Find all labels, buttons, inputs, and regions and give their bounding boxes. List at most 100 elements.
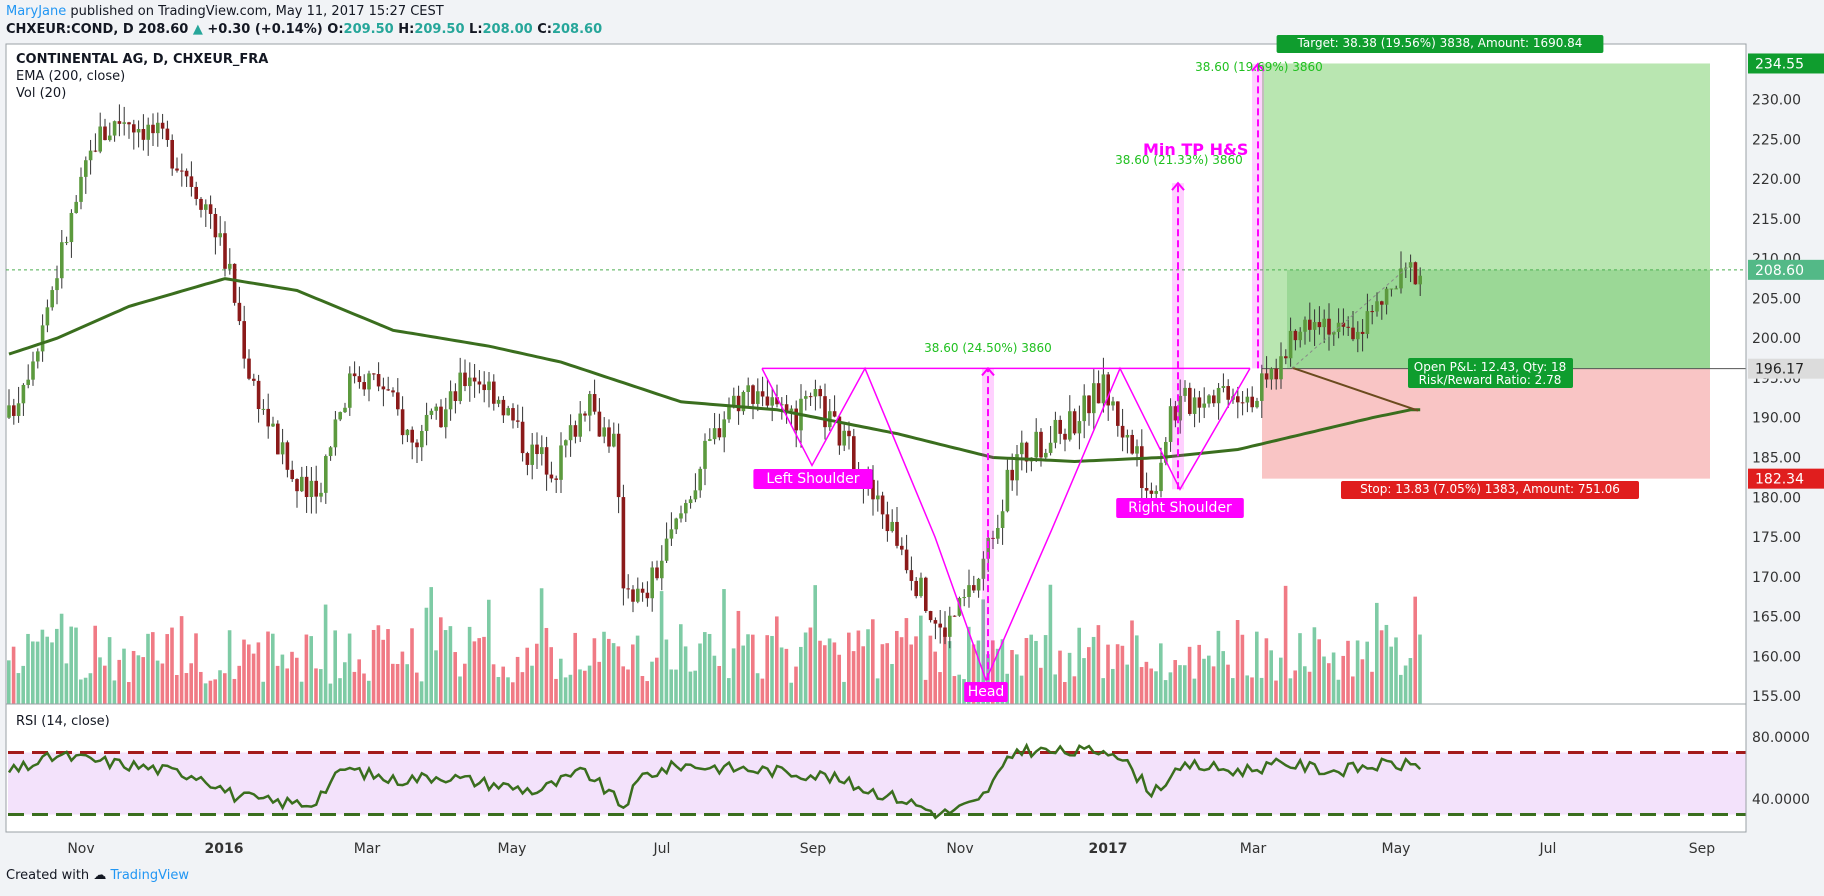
candle-body (770, 397, 774, 406)
volume-bar (1336, 679, 1341, 704)
candle-body (919, 577, 923, 597)
candle-body (1274, 368, 1278, 380)
candle-body (1375, 301, 1379, 312)
volume-bar (506, 677, 510, 704)
volume-bar (971, 644, 976, 704)
last-price-tag-bg (1748, 259, 1824, 280)
candle-body (141, 129, 146, 140)
candle-body (261, 408, 266, 410)
volume-bar (1341, 655, 1345, 704)
candle-body (948, 615, 952, 637)
price-tick-label: 225.00 (1752, 132, 1801, 148)
volume-bar (1360, 659, 1365, 704)
rsi-pane (7, 742, 1746, 820)
volume-bar (333, 630, 337, 704)
volume-bar (952, 676, 957, 704)
time-tick-label: Sep (800, 841, 827, 857)
candle-body (1250, 396, 1254, 408)
target-measure-band (1252, 63, 1264, 369)
tradingview-link[interactable]: TradingView (110, 868, 189, 883)
author-link[interactable]: MaryJane (6, 4, 67, 19)
candle-body (568, 425, 573, 441)
candle-body (1106, 374, 1110, 406)
volume-bar (74, 627, 78, 704)
volume-bar (520, 672, 525, 704)
price-axis[interactable]: 155.00 160.00 165.00 170.00 175.00 180.00 185.… (1748, 53, 1824, 808)
candle-body (847, 430, 851, 437)
entry-price-tag-bg (1748, 358, 1824, 379)
candle-body (933, 620, 938, 624)
volume-bar (525, 647, 529, 704)
volume-bar (1115, 644, 1120, 704)
volume-bar (131, 650, 136, 704)
candle-body (333, 419, 338, 448)
price-tick-label: 170.00 (1752, 570, 1801, 586)
target-price-tag: 234.55 (1755, 56, 1804, 72)
candle-body (386, 389, 390, 391)
volume-bar (26, 633, 30, 704)
volume-bar (1029, 634, 1033, 704)
candle-body (424, 414, 429, 431)
candle-body (458, 372, 462, 402)
volume-bar (117, 659, 121, 704)
candle-body (266, 408, 270, 427)
candle-body (367, 373, 371, 390)
candle-body (650, 567, 654, 599)
open-label: O: (327, 22, 344, 37)
volume-bar (146, 633, 150, 704)
candle-body (1082, 395, 1086, 422)
chart-title: CONTINENTAL AG, D, CHXEUR_FRA (16, 52, 269, 67)
candle-body (1226, 386, 1230, 400)
min-tp-label: Min TP H&S (1143, 140, 1248, 159)
volume-bar (1389, 646, 1393, 704)
volume-bar (410, 628, 414, 704)
volume-bar (616, 646, 621, 704)
volume-bar (1048, 584, 1053, 704)
volume-bar (1307, 671, 1312, 704)
pattern-outline (761, 366, 1251, 683)
volume-bar (50, 642, 54, 704)
volume-bar (679, 624, 683, 704)
volume-bar (659, 591, 664, 704)
candle-body (276, 423, 280, 455)
candle-body (429, 410, 434, 415)
candle-body (823, 396, 827, 428)
candle-body (1010, 469, 1014, 481)
candle-body (98, 126, 102, 152)
volume-bar (184, 673, 189, 704)
candle-body (1216, 387, 1221, 404)
volume-bar (347, 633, 352, 704)
volume-bar (467, 626, 472, 704)
candle-body (1101, 374, 1106, 404)
candle-body (232, 263, 237, 303)
candle-body (12, 405, 16, 416)
volume-bar (568, 674, 573, 704)
candle-body (895, 521, 899, 546)
volume-bar (991, 640, 995, 704)
volume-bar (448, 626, 453, 704)
volume-bar (967, 626, 971, 704)
candle-body (482, 384, 486, 391)
volume-bar (1355, 640, 1360, 704)
volume-bar (98, 657, 102, 704)
candle-body (146, 124, 150, 140)
candle-body (415, 442, 419, 448)
volume-bar (544, 627, 549, 704)
candle-body (664, 538, 669, 561)
volume-bar (890, 663, 894, 704)
candle-body (1192, 397, 1197, 414)
volume-bar (655, 657, 659, 704)
volume-bar (237, 665, 241, 704)
volume-bar (938, 672, 942, 704)
candle-body (636, 588, 640, 602)
candle-body (1144, 488, 1149, 491)
time-axis[interactable]: Nov 2016 Mar May Jul Sep Nov 2017 Mar May Jul Sep (67, 841, 1715, 857)
price-change: +0.30 (+0.14%) (207, 22, 323, 37)
volume-bar (1283, 585, 1288, 704)
volume-bar (1312, 627, 1317, 704)
volume-bar (290, 651, 294, 704)
volume-bar (1370, 671, 1374, 704)
volume-bar (1087, 647, 1091, 704)
candle-body (1236, 396, 1240, 403)
